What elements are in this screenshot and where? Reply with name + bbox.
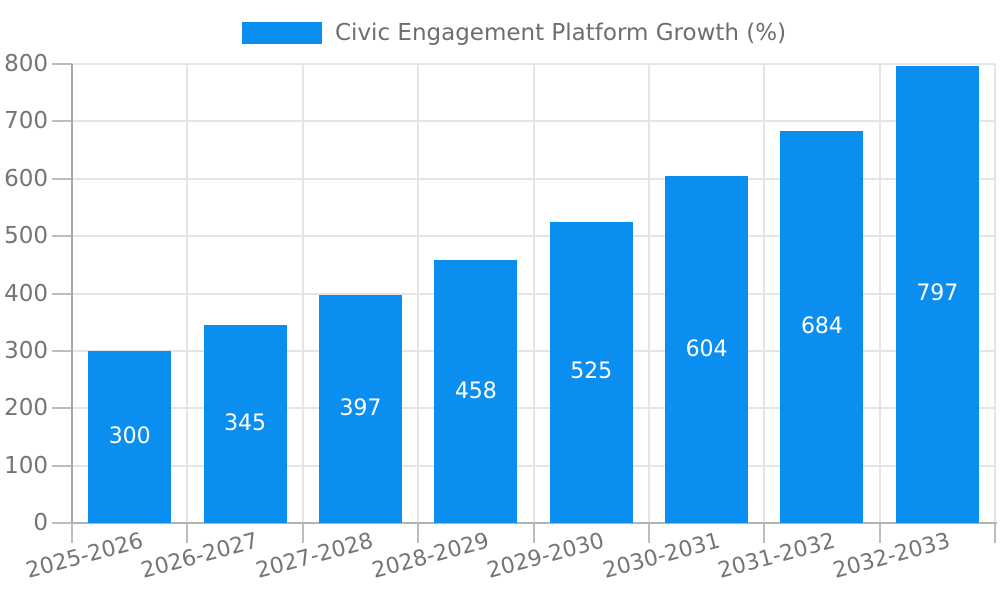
v-gridline xyxy=(647,64,650,523)
x-tick xyxy=(647,523,650,543)
x-tick-label: 2031-2032 xyxy=(715,528,838,584)
bar-value-label: 345 xyxy=(224,411,267,437)
x-tick xyxy=(186,523,189,543)
x-tick xyxy=(763,523,766,543)
x-tick xyxy=(417,523,420,543)
y-tick-label: 300 xyxy=(4,337,48,364)
x-tick-label: 2032-2033 xyxy=(830,528,954,584)
bar-value-label: 458 xyxy=(454,378,497,404)
v-gridline xyxy=(994,64,996,523)
y-tick-label: 700 xyxy=(4,108,48,135)
y-tick xyxy=(52,464,72,467)
v-gridline xyxy=(417,64,420,523)
y-tick-label: 600 xyxy=(4,165,48,192)
x-tick-label: 2026-2027 xyxy=(138,528,261,584)
x-tick-label: 2029-2030 xyxy=(484,528,607,584)
bar xyxy=(549,221,633,523)
x-tick xyxy=(301,523,304,543)
y-tick-label: 500 xyxy=(4,223,48,250)
y-tick-label: 100 xyxy=(4,452,48,479)
x-tick xyxy=(994,523,996,543)
bar xyxy=(895,65,979,523)
chart-legend: Civic Engagement Platform Growth (%) xyxy=(242,18,786,48)
x-axis-line xyxy=(72,522,997,524)
y-tick xyxy=(52,177,72,180)
v-gridline xyxy=(301,64,304,523)
y-tick-label: 200 xyxy=(4,395,48,422)
bar xyxy=(318,295,402,523)
v-gridline xyxy=(878,64,881,523)
y-tick xyxy=(52,63,72,65)
y-tick xyxy=(52,292,72,295)
bar xyxy=(434,260,518,523)
bar xyxy=(665,176,749,523)
x-tick-label: 2028-2029 xyxy=(369,528,492,584)
bar-value-label: 525 xyxy=(570,359,613,385)
bar xyxy=(780,130,864,523)
legend-label: Civic Engagement Platform Growth (%) xyxy=(335,20,787,46)
y-tick xyxy=(52,120,72,123)
bar xyxy=(203,325,287,523)
x-tick xyxy=(71,523,73,543)
bar-value-label: 397 xyxy=(339,396,382,422)
bar-value-label: 797 xyxy=(916,281,959,307)
y-tick-label: 0 xyxy=(33,510,48,536)
y-tick-label: 400 xyxy=(4,280,48,307)
bar xyxy=(88,350,172,523)
y-tick xyxy=(52,522,72,524)
x-tick xyxy=(532,523,535,543)
y-tick-label: 800 xyxy=(4,51,48,77)
legend-swatch xyxy=(242,22,322,44)
y-tick xyxy=(52,407,72,410)
y-axis-line xyxy=(71,64,73,523)
y-tick xyxy=(52,349,72,352)
bar-value-label: 604 xyxy=(685,336,728,362)
v-gridline xyxy=(763,64,766,523)
x-tick-label: 2027-2028 xyxy=(253,528,377,584)
y-tick xyxy=(52,235,72,238)
bar-value-label: 684 xyxy=(800,313,843,339)
bar-value-label: 300 xyxy=(108,423,151,449)
v-gridline xyxy=(532,64,535,523)
x-tick xyxy=(878,523,881,543)
x-tick-label: 2030-2031 xyxy=(600,528,723,584)
v-gridline xyxy=(186,64,189,523)
x-tick-label: 2025-2026 xyxy=(23,528,146,584)
